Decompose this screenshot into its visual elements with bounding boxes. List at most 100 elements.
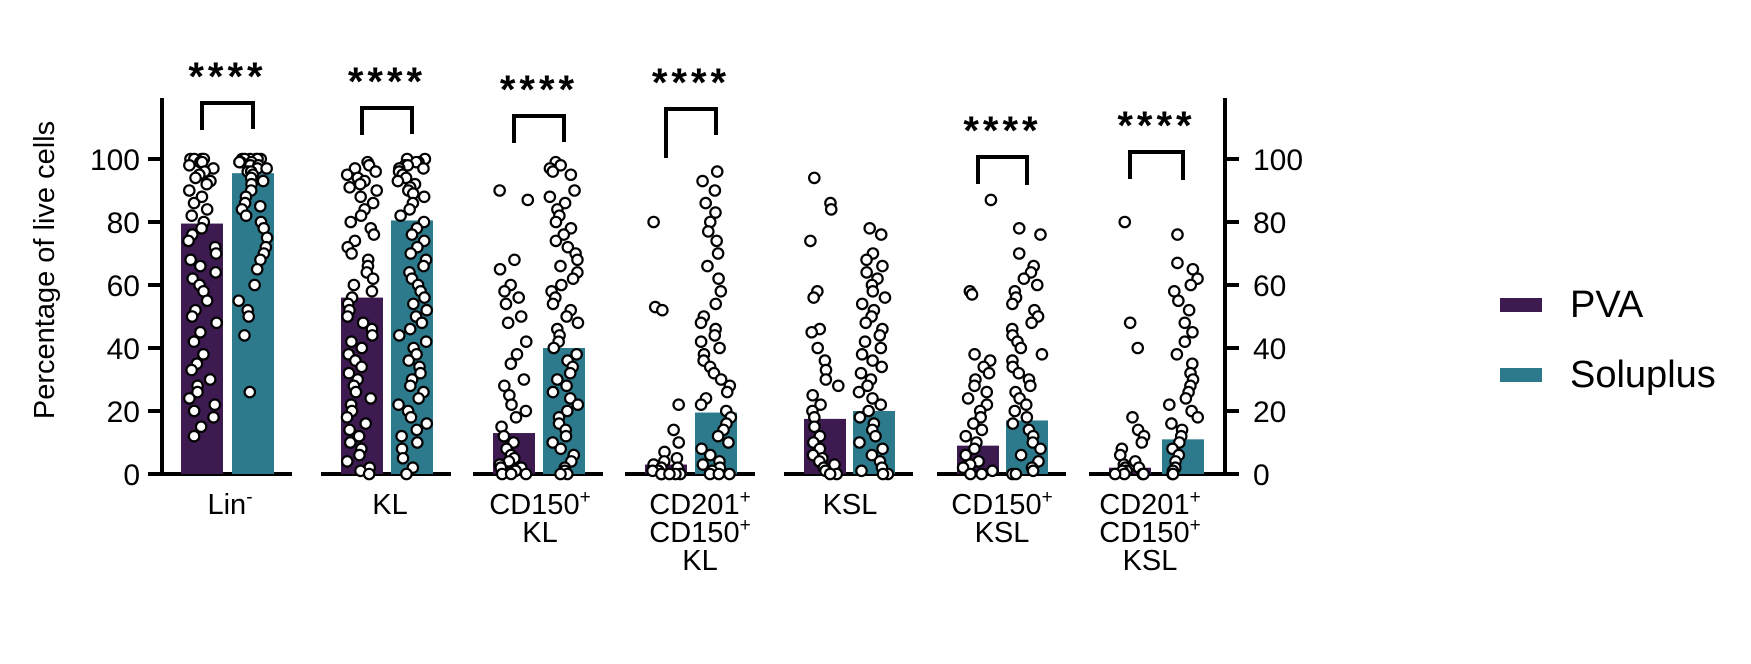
data-point-pva — [805, 325, 819, 339]
data-point-soluplus — [701, 259, 714, 273]
data-point-soluplus — [395, 429, 408, 443]
data-point-soluplus — [402, 354, 416, 367]
y-tick-label-right: 0 — [1253, 459, 1270, 492]
data-point-soluplus — [549, 234, 563, 248]
data-point-soluplus — [1162, 398, 1176, 411]
data-point-soluplus — [876, 259, 889, 273]
y-tick-label-left: 80 — [107, 207, 140, 240]
data-point-soluplus — [710, 165, 724, 178]
data-point-soluplus — [1186, 325, 1199, 339]
data-point-pva — [510, 347, 524, 361]
y-tick-label-left: 20 — [107, 396, 140, 429]
data-point-soluplus — [396, 451, 410, 465]
data-point-pva — [187, 335, 201, 348]
data-point-soluplus — [710, 234, 723, 248]
data-point-pva — [504, 467, 518, 481]
data-point-soluplus — [1014, 341, 1028, 355]
data-point-soluplus — [1030, 278, 1044, 292]
data-point-pva — [514, 310, 528, 323]
data-point-soluplus — [404, 379, 417, 393]
data-point-pva — [814, 398, 827, 411]
significance-bracket — [976, 155, 1029, 185]
data-point-soluplus — [866, 392, 879, 405]
data-point-soluplus — [714, 373, 728, 386]
data-point-soluplus — [1025, 316, 1038, 330]
data-point-soluplus — [709, 206, 722, 219]
data-point-pva — [369, 165, 382, 178]
data-point-pva — [493, 262, 507, 276]
data-point-pva — [517, 373, 531, 386]
data-point-pva — [343, 436, 357, 449]
data-point-soluplus — [853, 436, 866, 449]
data-point-pva — [209, 266, 222, 279]
data-point-soluplus — [875, 360, 889, 374]
data-point-pva — [344, 215, 358, 229]
data-point-pva — [345, 247, 358, 260]
data-point-pva — [808, 171, 821, 185]
data-point-pva — [366, 272, 380, 285]
data-point-soluplus — [1026, 464, 1040, 478]
legend-swatch-pva — [1500, 298, 1542, 312]
data-point-soluplus — [543, 190, 557, 204]
data-point-soluplus — [855, 347, 869, 361]
data-point-soluplus — [712, 272, 725, 285]
data-point-soluplus — [563, 366, 577, 380]
data-point-pva — [521, 193, 535, 207]
significance-bracket — [664, 107, 718, 158]
data-point-soluplus — [1019, 398, 1033, 411]
data-point-soluplus — [1172, 294, 1185, 308]
data-point-pva — [519, 404, 533, 418]
data-point-pva — [1135, 436, 1149, 449]
bar-soluplus — [232, 173, 274, 475]
data-point-soluplus — [854, 366, 868, 380]
x-category-label: CD201+ — [1099, 487, 1200, 521]
data-point-soluplus — [694, 335, 708, 348]
x-category-label: CD150+ — [1099, 515, 1200, 549]
legend-item-pva: PVA — [1500, 270, 1716, 340]
data-point-pva — [1108, 467, 1122, 481]
data-point-pva — [340, 455, 354, 468]
data-point-pva — [208, 398, 222, 411]
data-point-pva — [200, 294, 214, 308]
data-point-pva — [203, 373, 217, 386]
data-point-pva — [984, 193, 998, 207]
data-point-soluplus — [694, 316, 708, 330]
data-point-soluplus — [1184, 278, 1198, 292]
data-point-soluplus — [722, 436, 735, 449]
data-point-soluplus — [1035, 347, 1049, 361]
data-point-pva — [656, 303, 669, 317]
data-point-soluplus — [696, 174, 709, 188]
data-point-pva — [505, 398, 518, 411]
data-point-pva — [498, 379, 511, 393]
data-point-pva — [187, 196, 201, 210]
data-point-pva — [184, 253, 197, 267]
data-point-soluplus — [860, 266, 873, 279]
data-point-pva — [366, 196, 380, 210]
data-point-pva — [964, 467, 977, 481]
data-point-soluplus — [1017, 272, 1031, 285]
data-point-soluplus — [546, 385, 560, 399]
x-category-label: KSL — [975, 517, 1030, 549]
data-point-pva — [341, 310, 354, 323]
data-point-pva — [364, 392, 378, 405]
y-tick-label-left: 40 — [107, 333, 140, 366]
data-point-soluplus — [238, 329, 251, 342]
data-point-soluplus — [403, 203, 416, 216]
data-point-pva — [811, 341, 825, 355]
y-tick-label-left: 0 — [123, 459, 140, 492]
data-point-pva — [207, 410, 220, 424]
data-point-soluplus — [546, 436, 560, 449]
data-point-soluplus — [1024, 379, 1037, 393]
significance-bracket — [512, 114, 566, 143]
data-point-soluplus — [1178, 335, 1192, 348]
data-point-soluplus — [410, 347, 423, 361]
legend-label-soluplus: Soluplus — [1570, 353, 1716, 396]
data-point-pva — [191, 385, 204, 399]
data-point-soluplus — [708, 184, 722, 197]
data-point-soluplus — [571, 316, 585, 330]
data-point-soluplus — [712, 467, 726, 481]
y-tick-label-right: 100 — [1253, 144, 1303, 177]
data-point-soluplus — [1182, 303, 1196, 317]
y-tick-label-right: 40 — [1253, 333, 1286, 366]
significance-bracket — [1128, 150, 1185, 180]
